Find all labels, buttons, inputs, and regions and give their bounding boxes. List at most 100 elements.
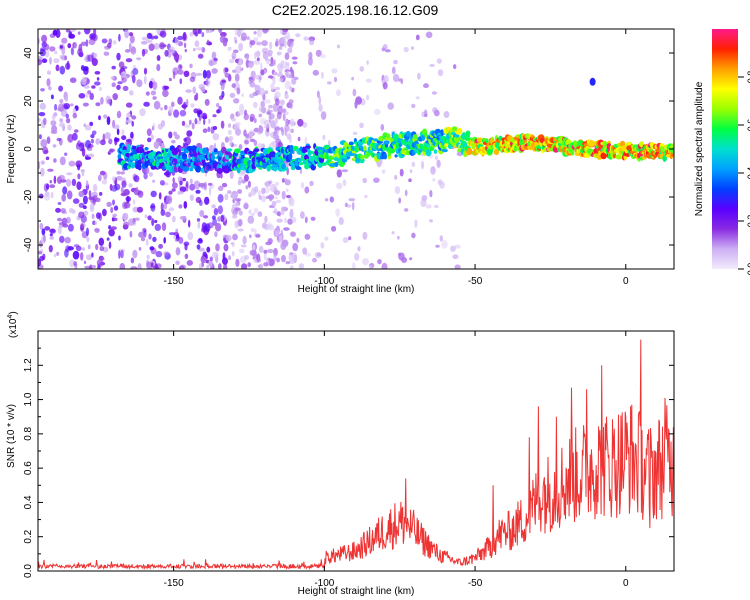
spectrogram-cell [44,49,50,58]
spectrogram-cell [274,91,281,99]
spectrogram-cell [111,82,116,88]
signal-cell [454,134,460,138]
spectrogram-cell [156,55,161,61]
spectrogram-cell [231,250,235,257]
spectrogram-cell [152,96,157,100]
spectrogram-cell [239,255,246,264]
colorbar-gradient [712,29,738,269]
spectrogram-cell [139,108,146,117]
signal-cell [262,162,267,169]
spectrogram-cell [101,38,108,44]
signal-cell [157,153,163,157]
spectrogram-cell [72,112,78,119]
spectrogram-cell [439,181,445,189]
spectrogram-cell [96,212,101,220]
spectrogram-cell [83,85,90,89]
spectrogram-cell [268,113,275,120]
spectrogram-cell [391,231,395,235]
spectrogram-cell [260,106,267,114]
spectrogram-cell [49,46,56,52]
spectrogram-cell [291,56,298,60]
spectrogram-cell [454,264,461,269]
signal-cell [122,146,127,152]
spectrogram-cell [194,118,198,125]
spectrogram-cell [108,229,115,237]
spectrogram-cell [257,211,263,217]
spectrogram-cell [237,228,244,232]
spectrogram-cell [224,193,229,201]
spectrogram-cell [453,64,457,70]
spectrogram-x-axis-label: Height of straight line (km) [298,284,415,295]
spectrogram-cell [224,73,231,78]
spectrogram-cell [212,60,217,65]
spectrogram-cell [362,177,368,184]
spectrogram-cell [129,90,134,96]
signal-cell [432,140,436,146]
spectrogram-cell [256,253,261,262]
spectrogram-cell [283,108,286,114]
spectrogram-cell [256,143,264,150]
spectrogram-cell [281,29,289,33]
spectrogram-cell [116,171,121,175]
signal-cell [465,130,471,137]
spectrogram-cell [377,259,382,265]
spectrogram-cell [264,99,271,104]
spectrogram-cell [261,187,266,195]
spectrogram-cell [274,118,279,124]
spectrogram-cell [235,258,240,267]
spectrogram-cell [40,167,45,177]
spectrogram-cell [48,245,53,253]
spectrogram-cell [336,89,341,97]
spectrogram-cell [318,96,322,105]
spectrogram-cell [110,207,114,214]
spectrogram-cell [208,182,213,186]
spectrogram-cell [60,109,68,117]
spectrogram-cell [71,178,77,187]
spectrogram-cell [248,60,254,68]
spectrogram-cell [61,37,68,44]
signal-cell [226,148,233,152]
spectrogram-cell [276,257,280,263]
spectrogram-cell [424,113,428,117]
spectrogram-cell [273,71,278,76]
spectrogram-cell [46,78,51,87]
signal-cell [268,164,272,170]
spectrogram-cell [160,107,163,111]
spectrogram-cell [38,118,41,122]
spectrogram-cell [240,244,247,248]
spectrogram-cell [65,118,71,124]
spectrogram-cell [137,190,144,198]
spectrogram-cell [174,134,180,140]
spectrogram-cell [296,237,300,243]
spectrogram-cell [100,97,104,105]
spectrogram-cell [421,160,424,170]
spectrogram-cell [89,92,94,100]
signal-cell [125,153,130,157]
spectrogram-cell [224,67,229,73]
spectrogram-cell [136,57,142,61]
spectrogram-cell [293,76,299,81]
spectrogram-cell [144,166,150,175]
spectrogram-cell [338,217,344,225]
spectrogram-cell [120,71,127,78]
spectrogram-cell [315,49,322,57]
spectrogram-cell [197,29,202,34]
spectrogram-cell [262,222,267,229]
spectrogram-cell [246,54,249,60]
spectrogram-cell [50,120,57,126]
spectrogram-cell [88,190,92,198]
signal-cell [284,167,288,171]
spectrogram-cell [81,247,85,251]
spectrogram-cell [197,53,204,59]
spectrogram-cell [231,83,236,88]
spectrogram-cell [53,58,60,64]
spectrogram-cell [237,179,242,186]
spectrogram-cell [63,103,70,110]
spectrogram-cell [109,183,113,191]
spectrogram-cell [78,211,85,219]
spectrogram-cell [234,207,241,212]
signal-cell [639,141,645,148]
spectrogram-cell [116,110,122,119]
spectrogram-cell [150,205,155,209]
spectrogram-cell [258,125,264,134]
